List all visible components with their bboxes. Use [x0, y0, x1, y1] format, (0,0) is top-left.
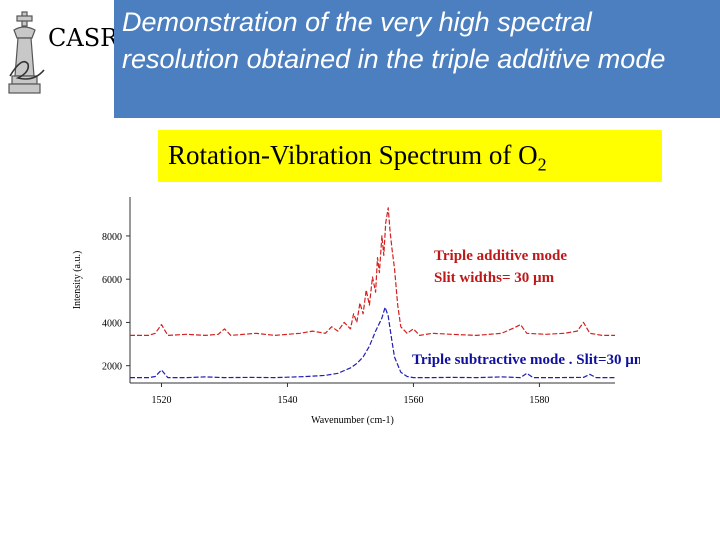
page-title: Demonstration of the very high spectral … [122, 7, 666, 74]
x-tick-label: 1540 [277, 395, 297, 406]
chart-title: Rotation-Vibration Spectrum of O2 [168, 140, 547, 175]
chess-king-icon [8, 11, 45, 94]
chart-title-subscript: 2 [537, 154, 547, 175]
annotation-additive-slit: Slit widths= 30 µm [434, 270, 555, 286]
axes: 2000 4000 6000 8000 1520 1540 1560 1580 Wavenumb… [72, 197, 615, 426]
x-tick-label: 1580 [529, 395, 549, 406]
chart-title-text: Rotation-Vibration Spectrum of O [168, 140, 538, 170]
y-tick-label: 6000 [102, 275, 122, 286]
series-line-subtractive [130, 306, 615, 379]
logo-text: CASR [48, 24, 119, 52]
y-tick-label: 4000 [102, 318, 122, 329]
annotation-subtractive: Triple subtractive mode . Slit=30 µm [412, 352, 640, 368]
y-tick-label: 2000 [102, 362, 122, 373]
x-axis-label: Wavenumber (cm-1) [311, 415, 394, 426]
y-tick-label: 8000 [102, 232, 122, 243]
spectrum-chart: 2000 4000 6000 8000 1520 1540 1560 1580 Wavenumb… [72, 197, 640, 426]
x-tick-label: 1560 [403, 395, 423, 406]
series-layer [130, 207, 615, 379]
header-banner: Demonstration of the very high spectral … [114, 0, 720, 118]
series-line-additive [130, 207, 615, 336]
y-axis-label: Intensity (a.u.) [72, 251, 83, 310]
chart-title-box: Rotation-Vibration Spectrum of O2 [158, 130, 662, 182]
annotation-additive-mode: Triple additive mode [434, 248, 567, 264]
x-tick-label: 1520 [151, 395, 171, 406]
